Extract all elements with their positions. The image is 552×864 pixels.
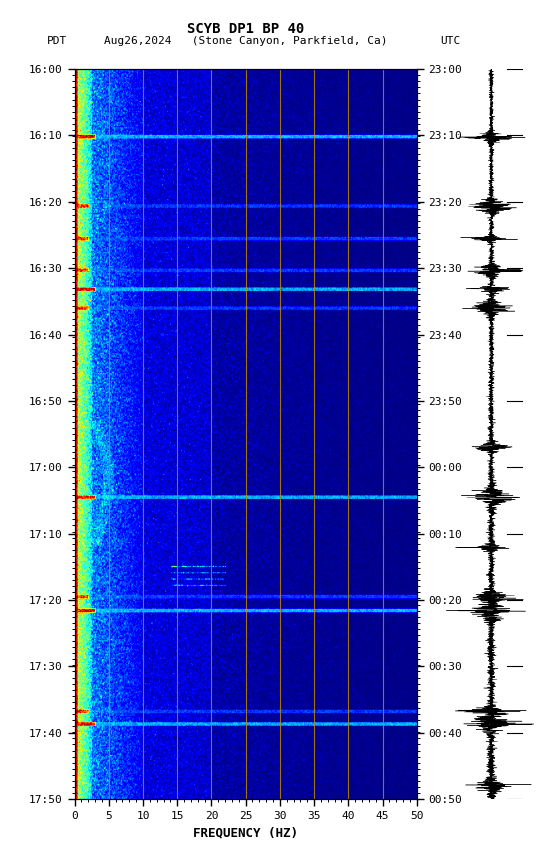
Text: UTC: UTC — [440, 36, 461, 47]
Text: PDT: PDT — [47, 36, 67, 47]
Text: SCYB DP1 BP 40: SCYB DP1 BP 40 — [187, 22, 304, 35]
Text: Aug26,2024   (Stone Canyon, Parkfield, Ca): Aug26,2024 (Stone Canyon, Parkfield, Ca) — [104, 36, 388, 47]
X-axis label: FREQUENCY (HZ): FREQUENCY (HZ) — [193, 827, 298, 840]
